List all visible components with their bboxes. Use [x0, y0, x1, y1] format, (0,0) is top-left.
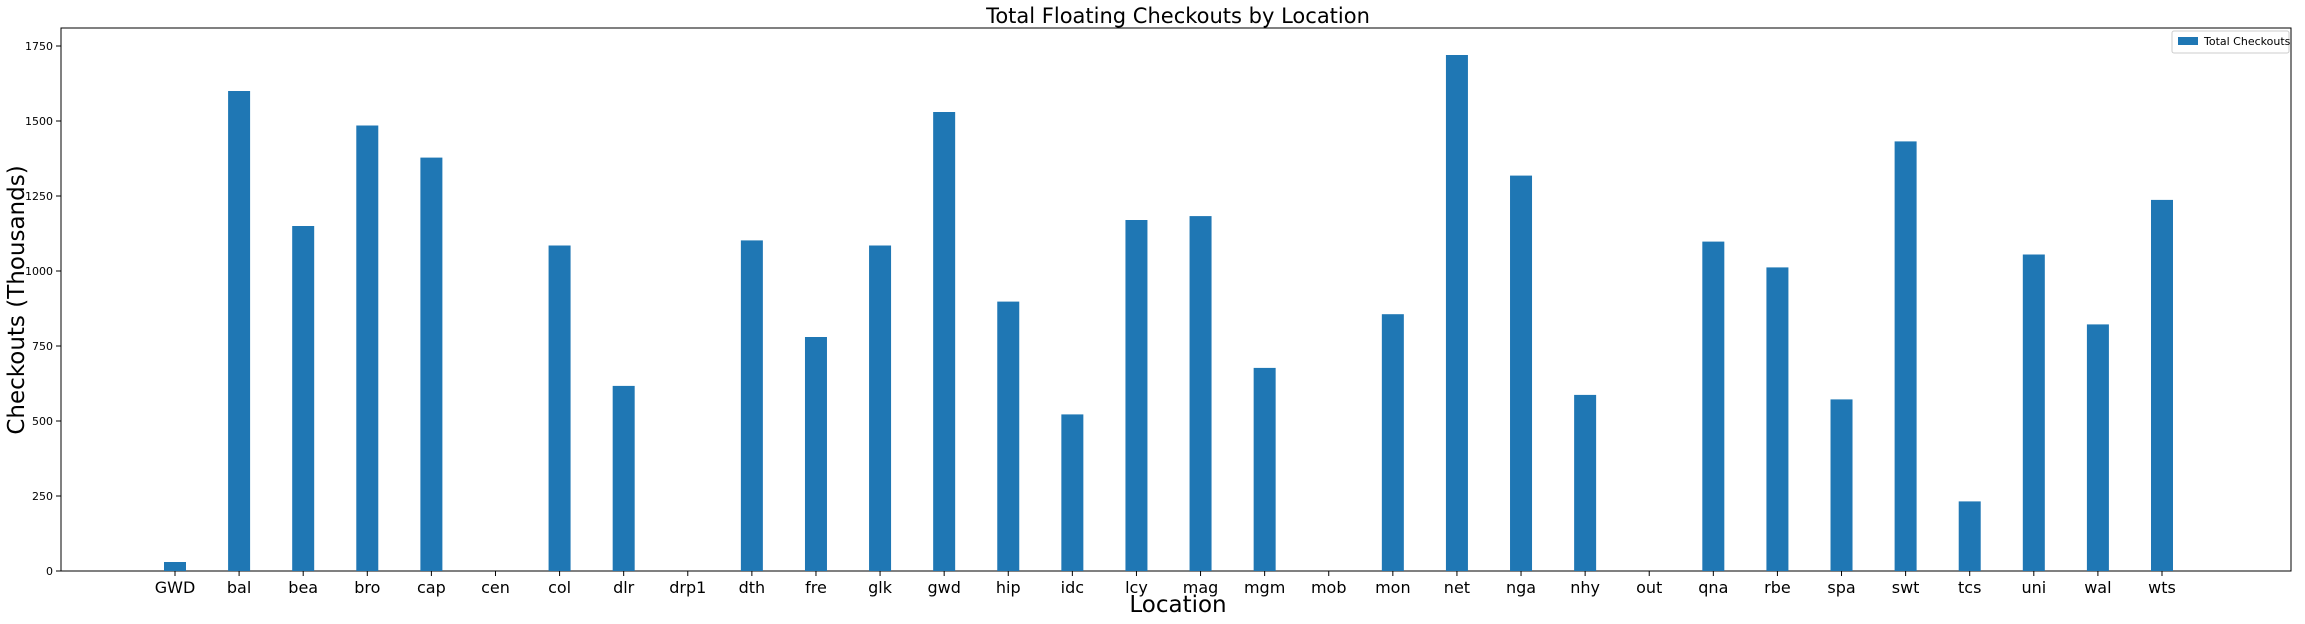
x-tick-label: mgm — [1244, 578, 1285, 597]
bar-fre — [804, 337, 827, 571]
x-tick-label: lcy — [1125, 578, 1148, 597]
y-axis-label: Checkouts (Thousands) — [4, 165, 30, 434]
y-tick-label: 0 — [46, 565, 53, 578]
x-tick-label: mon — [1375, 578, 1411, 597]
x-tick-label: idc — [1061, 578, 1084, 597]
bar-swt — [1894, 141, 1917, 571]
bar-qna — [1702, 241, 1725, 571]
bar-series — [164, 55, 2173, 571]
legend-frame — [2171, 30, 2290, 54]
plot-area — [60, 27, 2292, 572]
x-tick-label: col — [548, 578, 571, 597]
bar-lcy — [1125, 220, 1148, 571]
legend-swatch — [2178, 37, 2198, 45]
bar-glk — [869, 245, 892, 571]
bar-bea — [292, 226, 315, 571]
bar-uni — [2022, 254, 2045, 571]
x-tick-label: wal — [2084, 578, 2111, 597]
bar-dlr — [612, 385, 635, 571]
x-tick-label: wts — [2148, 578, 2176, 597]
x-tick-label: rbe — [1764, 578, 1791, 597]
y-tick-label: 500 — [32, 415, 53, 428]
bar-spa — [1830, 399, 1853, 571]
bar-mgm — [1253, 367, 1276, 571]
x-tick-label: out — [1636, 578, 1662, 597]
y-tick-label: 1750 — [25, 40, 53, 53]
x-tick-label: mob — [1311, 578, 1347, 597]
y-tick-label: 1250 — [25, 190, 53, 203]
bar-dth — [740, 240, 763, 571]
bar-wal — [2086, 324, 2109, 571]
bar-nga — [1510, 175, 1533, 571]
y-axis: 0 250 500 750 1000 1250 1500 1750 — [25, 40, 61, 578]
bar-bro — [356, 125, 379, 571]
x-tick-label: cap — [417, 578, 446, 597]
x-tick-label: gwd — [927, 578, 960, 597]
x-tick-label: hip — [996, 578, 1021, 597]
x-tick-label: spa — [1827, 578, 1855, 597]
x-tick-label: dth — [739, 578, 766, 597]
bar-wts — [2151, 199, 2173, 571]
bar-col — [548, 245, 571, 571]
bar-tcs — [1958, 501, 1981, 571]
y-tick-label: 1000 — [25, 265, 53, 278]
x-axis: GWD bal bea bro cap cen col dlr drp1 dth fre glk gwd… — [155, 571, 2176, 597]
bar-rbe — [1766, 267, 1789, 571]
x-tick-label: cen — [481, 578, 510, 597]
legend-label: Total Checkouts — [2203, 35, 2291, 48]
bar-cap — [420, 157, 443, 571]
x-tick-label: swt — [1892, 578, 1920, 597]
x-tick-label: fre — [805, 578, 827, 597]
bar-gwd — [933, 112, 956, 571]
x-tick-label: GWD — [155, 578, 196, 597]
x-tick-label: uni — [2021, 578, 2046, 597]
bar-bal — [228, 91, 251, 571]
x-tick-label: mag — [1183, 578, 1219, 597]
bar-hip — [997, 301, 1020, 571]
x-tick-label: glk — [868, 578, 893, 597]
x-tick-label: nhy — [1570, 578, 1600, 597]
x-tick-label: bea — [288, 578, 318, 597]
x-tick-label: drp1 — [669, 578, 706, 597]
y-tick-label: 1500 — [25, 115, 53, 128]
x-tick-label: net — [1444, 578, 1470, 597]
bar-mon — [1381, 314, 1404, 571]
x-tick-label: nga — [1506, 578, 1536, 597]
bar-net — [1445, 55, 1468, 571]
y-tick-label: 250 — [32, 490, 53, 503]
legend: Total Checkouts — [2171, 30, 2291, 54]
x-tick-label: bro — [354, 578, 380, 597]
x-axis-label: Location — [1129, 592, 1226, 618]
bar-nhy — [1574, 394, 1597, 571]
x-tick-label: tcs — [1958, 578, 1981, 597]
x-tick-label: dlr — [613, 578, 635, 597]
x-tick-label: qna — [1698, 578, 1728, 597]
bar-mag — [1189, 216, 1212, 571]
y-tick-label: 750 — [32, 340, 53, 353]
x-tick-label: bal — [227, 578, 251, 597]
chart-title: Total Floating Checkouts by Location — [985, 4, 1370, 28]
bar-GWD — [164, 562, 186, 571]
bar-idc — [1061, 414, 1084, 571]
